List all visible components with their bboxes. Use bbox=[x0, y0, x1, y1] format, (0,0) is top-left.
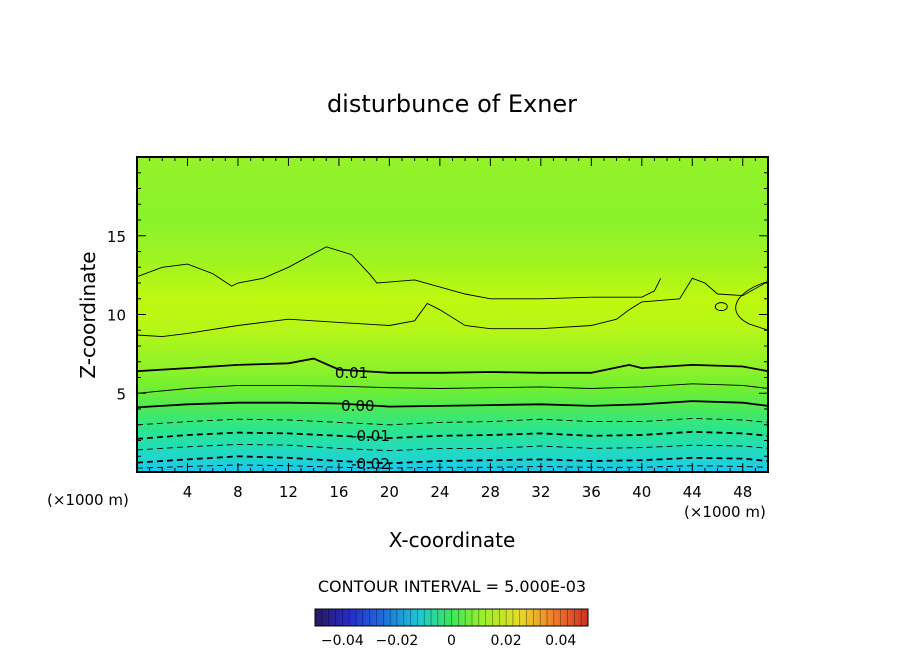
contour-label: 0.01 bbox=[335, 364, 368, 382]
x-tick-labels: 4 8 12 16 20 24 28 32 36 40 44 48 bbox=[183, 483, 753, 501]
x-tick-label: 24 bbox=[430, 483, 449, 501]
axis-ticks bbox=[137, 157, 768, 472]
x-tick-label: 48 bbox=[733, 483, 752, 501]
x-tick-label: 36 bbox=[582, 483, 601, 501]
colorbar-tick-labels: −0.04 −0.02 0 0.02 0.04 bbox=[321, 633, 577, 649]
x-tick-label: 16 bbox=[329, 483, 348, 501]
contour-line bbox=[735, 280, 768, 331]
contour-labels: 0.01 0.00 -0.01 -0.02 bbox=[335, 364, 390, 473]
contour-line bbox=[714, 302, 728, 312]
contour-line bbox=[137, 383, 768, 394]
x-tick-label: 28 bbox=[481, 483, 500, 501]
x-unit-label: (×1000 m) bbox=[684, 503, 766, 521]
colorbar: −0.04 −0.02 0 0.02 0.04 bbox=[314, 608, 589, 649]
contour-label: -0.02 bbox=[351, 455, 390, 473]
contour-interval-text: CONTOUR INTERVAL = 5.000E-03 bbox=[318, 577, 586, 596]
y-tick-label: 10 bbox=[107, 307, 126, 325]
contour-label: 0.00 bbox=[341, 397, 374, 415]
x-tick-label: 8 bbox=[233, 483, 243, 501]
x-tick-label: 20 bbox=[380, 483, 399, 501]
colorbar-tick-label: 0 bbox=[447, 633, 456, 649]
contour-line bbox=[137, 246, 662, 300]
field-fill bbox=[137, 157, 768, 472]
colorbar-tick-label: 0.02 bbox=[491, 633, 522, 649]
contour-lines bbox=[137, 246, 768, 469]
x-tick-label: 40 bbox=[632, 483, 651, 501]
colorbar-tick-label: −0.04 bbox=[321, 633, 364, 649]
colorbar-tick-label: 0.04 bbox=[545, 633, 576, 649]
x-tick-label: 12 bbox=[279, 483, 298, 501]
colorbar-frame bbox=[314, 608, 589, 627]
contour-line bbox=[137, 277, 768, 338]
colorbar-bins bbox=[321, 609, 582, 626]
y-tick-label: 5 bbox=[116, 385, 126, 403]
y-axis-label: Z-coordinate bbox=[76, 251, 100, 378]
colorbar-tick-label: −0.02 bbox=[375, 633, 418, 649]
contour-line bbox=[137, 400, 768, 409]
y-tick-label: 15 bbox=[107, 228, 126, 246]
contour-label: -0.01 bbox=[351, 427, 390, 445]
x-tick-label: 32 bbox=[531, 483, 550, 501]
y-unit-label: (×1000 m) bbox=[47, 491, 129, 509]
chart-title: disturbunce of Exner bbox=[327, 90, 577, 118]
contour-line bbox=[137, 357, 768, 374]
x-tick-label: 4 bbox=[183, 483, 193, 501]
x-axis-label: X-coordinate bbox=[389, 528, 516, 552]
y-tick-labels: 5 10 15 bbox=[107, 228, 126, 404]
plot-area: 0.01 0.00 -0.01 -0.02 bbox=[136, 156, 769, 473]
x-tick-label: 44 bbox=[683, 483, 702, 501]
